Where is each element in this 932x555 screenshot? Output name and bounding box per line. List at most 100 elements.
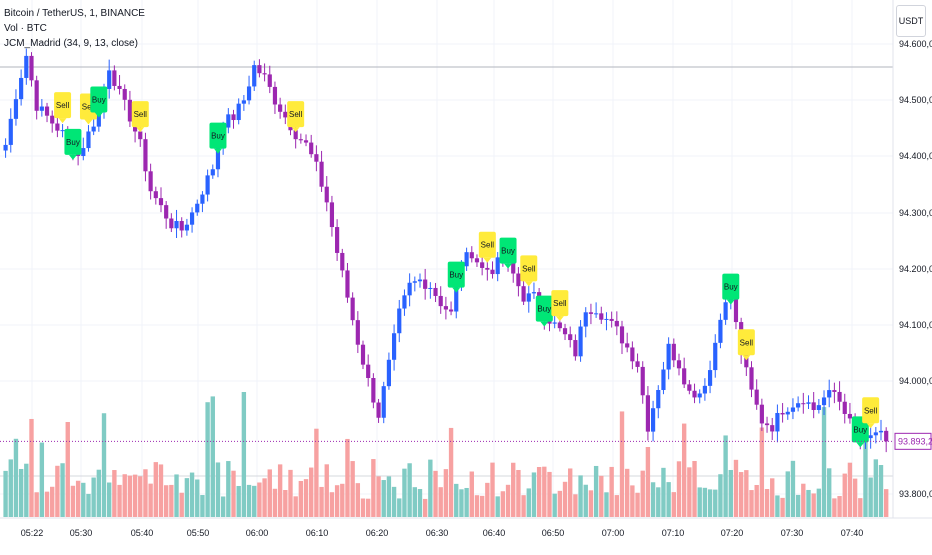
candle-body <box>231 114 236 121</box>
volume-bar <box>873 459 879 517</box>
x-tick-label: 06:10 <box>306 528 329 538</box>
x-tick-label: 06:40 <box>483 528 506 538</box>
candle-body <box>832 390 837 392</box>
volume-bar <box>583 484 588 517</box>
candle-body <box>241 100 246 104</box>
volume-bar <box>858 498 863 517</box>
signal-box <box>499 237 517 264</box>
candle-body <box>283 111 288 118</box>
currency-unit-button[interactable]: USDT <box>896 5 926 37</box>
volume-bar <box>96 469 102 517</box>
candle-body <box>226 114 231 128</box>
candle-body <box>448 309 454 312</box>
signal-box <box>478 231 496 258</box>
candle-body <box>604 318 609 320</box>
candle-body <box>60 130 65 132</box>
volume-bar <box>132 474 138 517</box>
volume-bar <box>174 474 179 517</box>
volume-bar <box>205 402 210 517</box>
candle-body <box>143 139 148 172</box>
candle-body <box>775 412 780 432</box>
candle-body <box>443 306 448 310</box>
signal-box <box>64 128 82 155</box>
candle-body <box>215 146 221 170</box>
volume-bar <box>599 475 604 517</box>
volume-bar <box>573 494 578 517</box>
volume-bar <box>687 467 692 517</box>
candle-body <box>811 402 816 411</box>
candle-body <box>562 328 568 335</box>
sell-signal: Sell <box>478 231 496 263</box>
candle-body <box>474 258 480 263</box>
candle-body <box>759 404 764 424</box>
volume-bar <box>86 493 91 517</box>
candle-body <box>780 412 785 415</box>
signal-pointer <box>136 127 145 133</box>
candle-body <box>24 55 29 78</box>
volume-bar <box>163 485 169 517</box>
candle-body <box>246 86 252 101</box>
x-tick-label: 05:22 <box>21 528 44 538</box>
volume-bar <box>303 479 309 517</box>
volume-bar <box>469 471 474 517</box>
grid-lines <box>0 0 893 517</box>
x-tick-label: 07:30 <box>781 528 804 538</box>
volume-bar <box>65 422 70 517</box>
volume-bar <box>650 482 656 517</box>
candle-body <box>723 302 728 320</box>
volume-bar <box>39 442 45 517</box>
volume-bar <box>884 489 889 517</box>
candle-body <box>557 322 562 329</box>
volume-bar <box>749 490 754 517</box>
candle-body <box>656 390 661 409</box>
volume-bar <box>521 495 526 517</box>
candle-body <box>526 293 531 302</box>
candle-body <box>360 344 366 365</box>
volume-bar <box>526 488 531 517</box>
x-tick-label: 07:20 <box>721 528 744 538</box>
volume-bar <box>485 482 490 517</box>
volume-bar <box>790 460 796 517</box>
signal-label: Sell <box>553 299 567 308</box>
volume-bar <box>360 498 366 517</box>
y-tick-label: 94.000,00 <box>899 376 932 386</box>
signal-box <box>54 92 72 119</box>
signal-pointer <box>524 281 533 287</box>
volume-bar <box>241 392 247 517</box>
candle-body <box>293 130 298 140</box>
candle-body <box>8 118 13 145</box>
volume-bar <box>733 459 739 517</box>
candle-body <box>127 99 132 122</box>
volume-bar <box>868 477 873 517</box>
signal-label: Sell <box>56 101 70 110</box>
volume-bar <box>117 484 122 517</box>
signal-pointer <box>742 355 751 361</box>
indicator-legend[interactable]: JCM_Madrid (34, 9, 13, close) <box>4 38 138 49</box>
volume-bar <box>350 461 355 517</box>
candle-body <box>366 364 371 379</box>
volume-bar <box>127 475 133 517</box>
volume-bar <box>18 468 24 517</box>
signal-pointer <box>856 442 865 448</box>
signal-pointer <box>213 148 222 154</box>
volume-bar <box>718 474 723 517</box>
candle-body <box>298 139 303 141</box>
volume-bar <box>702 487 708 517</box>
symbol-title[interactable]: Bitcoin / TetherUS, 1, BINANCE <box>4 8 145 19</box>
volume-bar <box>246 484 252 517</box>
candle-body <box>205 175 210 195</box>
candle-body <box>96 110 101 127</box>
candle-body <box>651 408 656 432</box>
volume-bar <box>852 478 858 517</box>
volume-bar <box>13 438 19 517</box>
volume-bar <box>334 485 340 517</box>
volume-bar <box>309 467 314 517</box>
volume-legend[interactable]: Vol · BTC <box>4 23 47 34</box>
volume-bar <box>619 411 625 517</box>
volume-bar <box>775 495 780 517</box>
volume-bar <box>91 477 96 517</box>
x-tick-label: 07:10 <box>662 528 685 538</box>
sell-signal: Sell <box>520 255 538 287</box>
